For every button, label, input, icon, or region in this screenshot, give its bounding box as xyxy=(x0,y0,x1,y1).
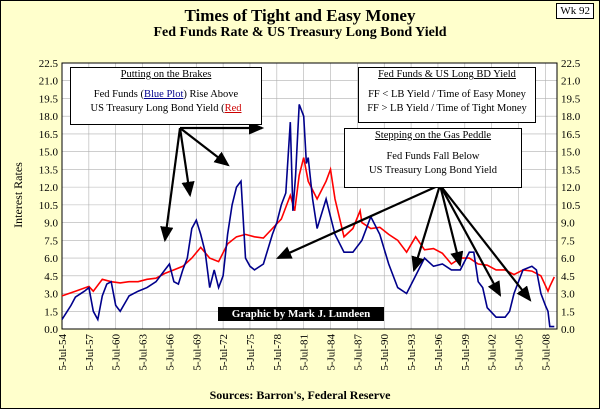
graphic-credit: Graphic by Mark J. Lundeen xyxy=(218,307,384,321)
y-axis-label: Interest Rates xyxy=(11,162,25,228)
x-tick-label: 5-Jul-87 xyxy=(352,334,364,371)
gas-heading: Stepping on the Gas Peddle xyxy=(374,130,492,141)
gas-line-2: US Treasury Long Bond Yield xyxy=(369,165,497,177)
brakes-heading: Putting on the Brakes xyxy=(120,69,212,80)
chart-subtitle: Fed Funds Rate & US Treasury Long Bond Y… xyxy=(153,25,447,40)
annotation-arrow xyxy=(411,184,442,273)
x-tick-label: 5-Jul-54 xyxy=(57,334,69,371)
long-bond-yield-line xyxy=(61,157,556,297)
annotation-arrow xyxy=(160,127,182,243)
annotation-arrow xyxy=(179,127,230,167)
x-tick-label: 5-Jul-57 xyxy=(84,334,96,371)
y-tick-label-right: 22.5 xyxy=(561,58,581,70)
annotation-arrow xyxy=(439,184,502,297)
y-tick-label: 15.0 xyxy=(39,147,59,159)
annotation-arrow xyxy=(275,183,441,260)
y-tick-label-right: 3.0 xyxy=(561,289,575,301)
annotation-arrows xyxy=(160,121,532,302)
x-tick-label: 5-Jul-93 xyxy=(406,334,418,371)
x-tick-label: 5-Jul-05 xyxy=(514,334,526,371)
y-tick-label-right: 19.5 xyxy=(561,93,581,105)
x-tick-label: 5-Jul-63 xyxy=(138,334,150,371)
sources-caption: Sources: Barron's, Federal Reserve xyxy=(209,388,391,402)
y-tick-label: 22.5 xyxy=(39,58,59,70)
brakes-text-1c: ) Rise Above xyxy=(183,89,239,101)
y-tick-label: 19.5 xyxy=(39,93,59,105)
x-tick-label: 5-Jul-66 xyxy=(164,334,176,371)
yield-heading: Fed Funds & US Long BD Yield xyxy=(378,69,516,80)
annotation-arrow xyxy=(439,184,532,302)
blue-plot-label: Blue Plot xyxy=(143,89,184,101)
red-plot-label: Red xyxy=(224,103,242,115)
y-tick-label: 12.0 xyxy=(39,182,59,194)
y-axis-left: 0.0 1.5 3.0 4.5 6.0 7.5 9.0 10.5 12.0 13.5 15.0 16.… xyxy=(39,58,59,336)
y-tick-label-right: 0.0 xyxy=(561,324,575,336)
x-tick-label: 5-Jul-90 xyxy=(379,334,391,371)
gas-line-1: Fed Funds Fall Below xyxy=(386,151,480,163)
y-tick-label: 21.0 xyxy=(39,76,59,88)
annotation-arrow xyxy=(438,184,464,268)
x-tick-label: 5-Jul-84 xyxy=(326,334,338,371)
x-tick-label: 5-Jul-96 xyxy=(433,334,445,371)
y-tick-label-right: 4.5 xyxy=(561,271,575,283)
x-tick-label: 5-Jul-78 xyxy=(272,334,284,371)
y-tick-label: 10.5 xyxy=(39,200,59,212)
y-tick-label-right: 10.5 xyxy=(561,200,581,212)
y-tick-label-right: 16.5 xyxy=(561,129,581,141)
x-tick-label: 5-Jul-72 xyxy=(218,334,230,371)
yield-annotation: Fed Funds & US Long BD Yield FF < LB Yie… xyxy=(358,67,536,123)
y-tick-label: 18.0 xyxy=(39,111,59,123)
plot-border xyxy=(61,62,558,330)
x-axis: 5-Jul-54 5-Jul-57 5-Jul-60 5-Jul-63 5-Jul-66… xyxy=(57,334,552,371)
x-tick-label: 5-Jul-02 xyxy=(487,334,499,371)
annotation-arrow xyxy=(178,127,195,198)
fed-funds-line xyxy=(61,104,555,328)
y-tick-label: 9.0 xyxy=(44,218,58,230)
yield-line-1: FF < LB Yield / Time of Easy Money xyxy=(368,89,526,101)
y-tick-label-right: 7.5 xyxy=(561,235,575,247)
y-tick-label: 0.0 xyxy=(44,324,58,336)
chart-title: Times of Tight and Easy Money xyxy=(184,6,416,25)
y-axis-right: 0.0 1.5 3.0 4.5 6.0 7.5 9.0 10.5 12.0 13.5 15.0 16.… xyxy=(561,58,581,336)
x-tick-label: 5-Jul-75 xyxy=(245,334,257,371)
x-tick-label: 5-Jul-81 xyxy=(299,334,311,371)
y-tick-label-right: 6.0 xyxy=(561,253,575,265)
brakes-text-1a: Fed Funds ( xyxy=(93,89,144,101)
x-tick-label: 5-Jul-08 xyxy=(540,334,552,371)
y-tick-label-right: 18.0 xyxy=(561,111,581,123)
y-tick-label: 7.5 xyxy=(44,235,58,247)
y-tick-label: 4.5 xyxy=(44,271,58,283)
y-tick-label-right: 21.0 xyxy=(561,76,581,88)
y-tick-label: 3.0 xyxy=(44,289,58,301)
x-tick-label: 5-Jul-99 xyxy=(460,334,472,371)
y-tick-label-right: 12.0 xyxy=(561,182,581,194)
y-tick-label-right: 15.0 xyxy=(561,147,581,159)
y-tick-label: 16.5 xyxy=(39,129,59,141)
yield-line-2: FF > LB Yield / Time of Tight Money xyxy=(367,103,527,115)
x-tick-label: 5-Jul-60 xyxy=(111,334,123,371)
y-tick-label-right: 1.5 xyxy=(561,306,575,318)
gas-annotation: Stepping on the Gas Peddle Fed Funds Fal… xyxy=(344,128,522,188)
y-tick-label: 1.5 xyxy=(44,306,58,318)
brakes-text-2a: US Treasury Long Bond Yield ( xyxy=(90,103,225,115)
brakes-annotation: Putting on the Brakes Fed Funds (Blue Pl… xyxy=(70,67,262,125)
y-tick-label: 6.0 xyxy=(44,253,58,265)
y-tick-label-right: 9.0 xyxy=(561,218,575,230)
y-tick-label: 13.5 xyxy=(39,164,59,176)
week-badge: Wk 92 xyxy=(556,3,594,19)
y-tick-label-right: 13.5 xyxy=(561,164,581,176)
x-tick-label: 5-Jul-69 xyxy=(191,334,203,371)
